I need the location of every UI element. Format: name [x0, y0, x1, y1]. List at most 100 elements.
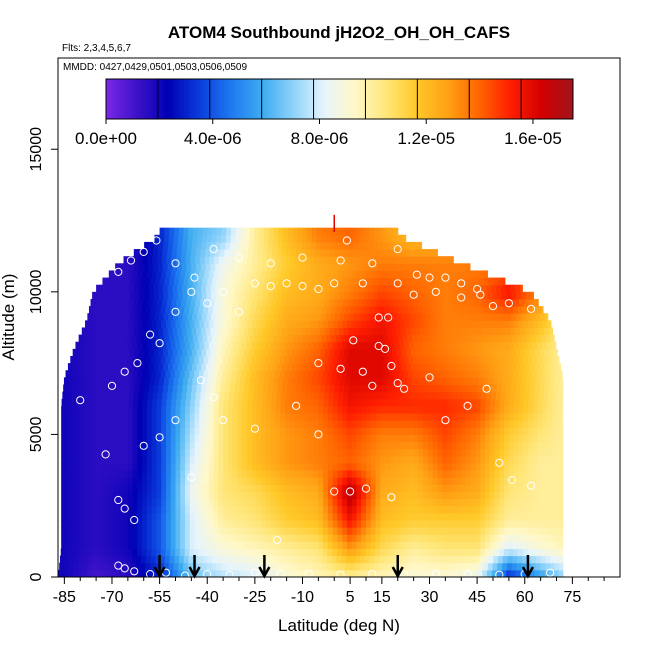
heatmap-cell	[77, 363, 83, 371]
heatmap-cell	[448, 569, 455, 578]
heatmap-cell	[292, 313, 298, 321]
heatmap-cell	[204, 491, 210, 500]
heatmap-cell	[75, 455, 81, 464]
heatmap-cell	[332, 434, 338, 443]
heatmap-cell	[280, 320, 286, 328]
heatmap-cell	[483, 555, 490, 564]
heatmap-cell	[97, 334, 103, 343]
heatmap-cell	[125, 313, 131, 321]
heatmap-cell	[263, 363, 269, 371]
heatmap-cell	[365, 341, 372, 350]
heatmap-cell	[504, 505, 510, 514]
heatmap-cell	[342, 534, 348, 542]
heatmap-cell	[299, 491, 305, 500]
heatmap-cell	[275, 427, 281, 435]
heatmap-cell	[308, 434, 315, 443]
heatmap-cell	[537, 455, 543, 464]
heatmap-cell	[532, 448, 538, 457]
heatmap-cell	[228, 298, 234, 307]
heatmap-cell	[118, 341, 124, 350]
heatmap-cell	[480, 505, 486, 514]
heatmap-cell	[461, 505, 467, 514]
heatmap-cell	[496, 327, 502, 336]
heatmap-cell	[501, 291, 507, 300]
heatmap-cell	[237, 491, 243, 500]
heatmap-cell	[136, 548, 143, 557]
heatmap-cell	[109, 298, 115, 307]
heatmap-cell	[89, 477, 96, 485]
heatmap-cell	[342, 448, 348, 457]
heatmap-cell	[399, 484, 405, 492]
heatmap-cell	[351, 548, 357, 557]
heatmap-cell	[204, 455, 210, 464]
heatmap-cell	[231, 555, 237, 564]
heatmap-cell	[408, 512, 415, 521]
heatmap-cell	[542, 484, 548, 492]
heatmap-cell	[75, 505, 81, 514]
heatmap-cell	[513, 455, 519, 464]
heatmap-cell	[451, 356, 457, 364]
heatmap-cell	[127, 405, 134, 414]
heatmap-cell	[442, 341, 448, 350]
heatmap-cell	[215, 241, 221, 250]
heatmap-cell	[306, 348, 312, 357]
heatmap-cell	[227, 341, 234, 350]
heatmap-cell	[461, 512, 467, 521]
heatmap-cell	[551, 527, 557, 535]
heatmap-cell	[235, 227, 242, 236]
heatmap-cell	[542, 541, 548, 549]
heatmap-cell	[356, 477, 362, 485]
heatmap-cell	[80, 427, 86, 435]
heatmap-cell	[473, 313, 479, 321]
heatmap-cell	[380, 434, 386, 443]
heatmap-cell	[216, 377, 222, 386]
heatmap-cell	[371, 398, 377, 407]
heatmap-cell	[394, 427, 400, 435]
heatmap-cell	[135, 291, 141, 300]
heatmap-cell	[275, 470, 281, 478]
heatmap-cell	[272, 284, 278, 293]
heatmap-cell	[278, 234, 284, 243]
heatmap-cell	[159, 562, 165, 571]
heatmap-cell	[502, 555, 509, 564]
heatmap-cell	[242, 270, 248, 279]
heatmap-cell	[374, 555, 380, 564]
heatmap-cell	[99, 448, 105, 457]
heatmap-cell	[239, 363, 245, 371]
heatmap-cell	[458, 263, 464, 271]
heatmap-cell	[242, 256, 248, 264]
heatmap-cell	[453, 363, 459, 371]
heatmap-cell	[463, 384, 469, 393]
heatmap-cell	[188, 277, 194, 286]
heatmap-cell	[467, 327, 473, 336]
heatmap-cell	[96, 291, 103, 300]
colorbar-segment	[146, 79, 150, 119]
heatmap-cell	[510, 327, 516, 336]
heatmap-cell	[475, 427, 481, 435]
heatmap-cell	[511, 313, 517, 321]
heatmap-cell	[147, 256, 153, 264]
heatmap-cell	[508, 455, 515, 464]
heatmap-cell	[470, 541, 477, 549]
heatmap-cell	[489, 341, 496, 350]
sample-point	[527, 481, 536, 490]
heatmap-cell	[418, 455, 424, 464]
heatmap-cell	[105, 391, 111, 400]
heatmap-cell	[171, 391, 178, 400]
heatmap-cell	[339, 363, 345, 371]
heatmap-cell	[375, 505, 381, 514]
heatmap-cell	[560, 370, 563, 378]
heatmap-cell	[86, 391, 92, 400]
heatmap-cell	[532, 405, 538, 414]
heatmap-cell	[466, 484, 472, 492]
heatmap-cell	[314, 398, 320, 407]
heatmap-cell	[221, 334, 227, 343]
heatmap-cell	[451, 420, 457, 428]
heatmap-cell	[353, 348, 359, 357]
heatmap-cell	[500, 327, 507, 336]
heatmap-cell	[346, 498, 353, 507]
heatmap-cell	[261, 512, 267, 521]
heatmap-cell	[459, 277, 465, 286]
heatmap-cell	[520, 384, 526, 393]
heatmap-cell	[308, 427, 315, 435]
